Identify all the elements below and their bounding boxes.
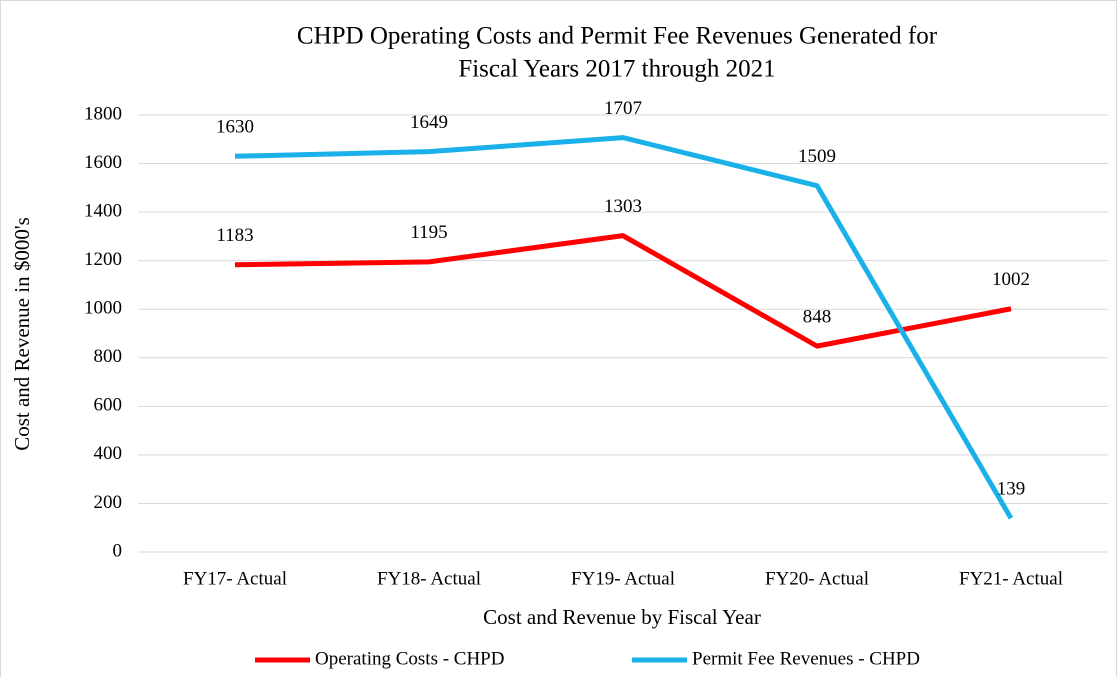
data-label: 1630 (216, 117, 254, 138)
data-label: 1509 (798, 146, 836, 167)
x-tick-label: FY20- Actual (765, 568, 869, 589)
x-axis-title: Cost and Revenue by Fiscal Year (483, 605, 761, 629)
series-line (234, 135, 1014, 520)
data-label: 139 (997, 479, 1026, 500)
data-label: 1002 (992, 269, 1030, 290)
y-tick-label: 1200 (84, 249, 122, 270)
data-label: 1303 (604, 196, 642, 217)
y-tick-label: 1000 (84, 298, 122, 319)
y-tick-label: 1600 (84, 152, 122, 173)
data-label: 1183 (216, 225, 253, 246)
y-tick-label: 1400 (84, 200, 122, 221)
y-tick-label: 200 (94, 492, 123, 513)
chart-title: CHPD Operating Costs and Permit Fee Reve… (297, 23, 938, 50)
data-label: 1195 (410, 222, 447, 243)
y-tick-label: 800 (94, 346, 123, 367)
chart-title: Fiscal Years 2017 through 2021 (458, 56, 775, 83)
data-label: 1649 (410, 112, 448, 133)
data-label: 848 (803, 306, 832, 327)
y-tick-label: 400 (94, 443, 123, 464)
data-label: 1707 (604, 98, 642, 119)
y-tick-label: 600 (94, 395, 123, 416)
x-tick-label: FY17- Actual (183, 568, 287, 589)
x-tick-label: FY19- Actual (571, 568, 675, 589)
x-tick-label: FY18- Actual (377, 568, 481, 589)
legend-label: Permit Fee Revenues - CHPD (692, 648, 920, 669)
y-axis-title: Cost and Revenue in $000's (10, 217, 34, 451)
series-line (234, 233, 1012, 349)
y-tick-label: 1800 (84, 103, 122, 124)
y-tick-label: 0 (113, 540, 123, 561)
x-tick-label: FY21- Actual (959, 568, 1063, 589)
legend-label: Operating Costs - CHPD (315, 648, 504, 669)
